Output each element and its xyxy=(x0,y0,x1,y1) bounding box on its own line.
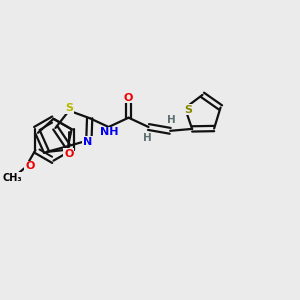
Text: N: N xyxy=(83,136,92,147)
Text: S: S xyxy=(65,103,73,113)
Text: H: H xyxy=(143,133,152,143)
Text: O: O xyxy=(64,148,74,158)
Text: CH₃: CH₃ xyxy=(3,173,22,183)
Text: O: O xyxy=(124,92,133,103)
Text: O: O xyxy=(25,161,34,172)
Text: H: H xyxy=(167,115,176,125)
Text: S: S xyxy=(184,105,192,115)
Text: NH: NH xyxy=(100,127,118,137)
